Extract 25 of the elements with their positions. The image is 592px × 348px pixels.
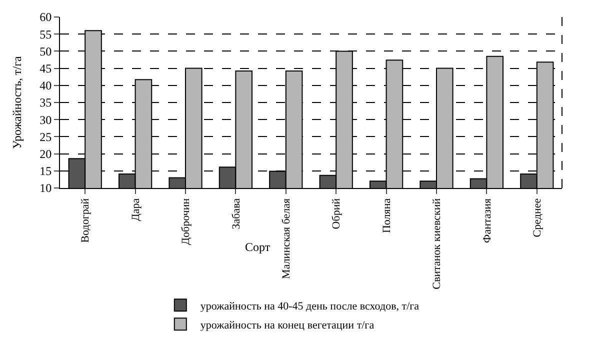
x-tick-label: Забава	[230, 198, 242, 230]
y-axis-title: Урожайность, т/га	[10, 55, 24, 149]
legend-label: урожайность на конец вегетации т/га	[200, 319, 374, 332]
x-tick-label: Малинская белая	[280, 198, 292, 279]
x-tick-label: Дара	[130, 198, 142, 222]
y-tick-label: 35	[40, 96, 52, 110]
x-tick-label: Среднее	[531, 198, 544, 238]
y-tick-label: 10	[40, 181, 52, 196]
legend-label: урожайность на 40-45 день после всходов, т/га	[200, 300, 420, 312]
y-tick-label: 20	[40, 147, 52, 161]
y-tick-label: 50	[40, 44, 52, 58]
x-tick-label: Доброчин	[180, 198, 192, 246]
y-tick-label: 60	[40, 10, 52, 24]
x-tick-label: Водограй	[80, 198, 92, 243]
x-axis-title: Сорт	[245, 240, 271, 254]
x-tick-label: Свитанок киевский	[431, 198, 444, 290]
y-tick-label: 15	[40, 164, 52, 178]
y-tick-label: 45	[40, 62, 52, 76]
y-tick-label: 30	[40, 112, 52, 127]
y-tick-label: 25	[40, 130, 52, 144]
x-tick-label: Поляна	[380, 198, 393, 234]
x-tick-label: Фантазия	[481, 198, 494, 243]
x-tick-label: Обрий	[330, 198, 343, 230]
y-tick-label: 55	[40, 27, 52, 42]
y-tick-label: 40	[40, 78, 52, 93]
